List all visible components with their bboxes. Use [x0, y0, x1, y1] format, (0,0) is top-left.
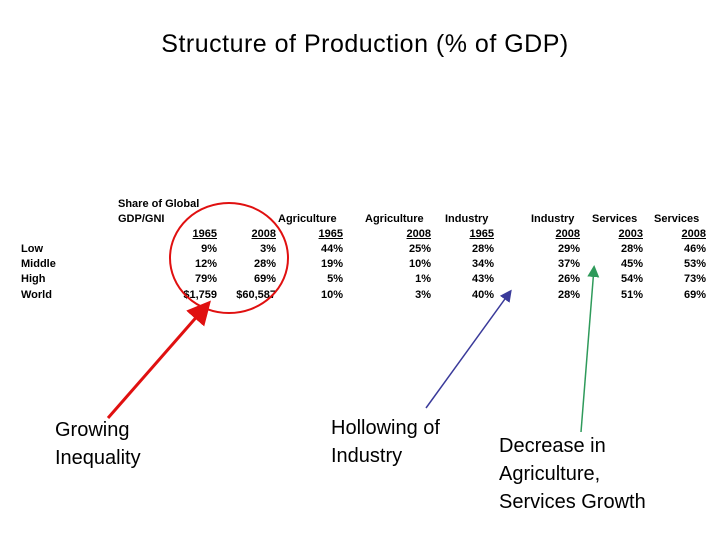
- row-label: High: [21, 273, 46, 285]
- table-cell: 40%: [471, 289, 494, 301]
- table-cell: 3%: [260, 243, 276, 255]
- table-cell: $1,759: [183, 289, 217, 301]
- table-cell: 10%: [408, 258, 431, 270]
- year-header: 1965: [192, 228, 217, 240]
- year-header: 2008: [681, 228, 706, 240]
- table-cell: 19%: [320, 258, 343, 270]
- table-cell: 29%: [557, 243, 580, 255]
- table-cell: 28%: [471, 243, 494, 255]
- table-cell: 45%: [620, 258, 643, 270]
- table-cell: 73%: [683, 273, 706, 285]
- industry-arrow: [425, 289, 512, 409]
- table-cell: 28%: [253, 258, 276, 270]
- table-cell: 37%: [557, 258, 580, 270]
- table-cell: 12%: [194, 258, 217, 270]
- table-cell: 54%: [620, 273, 643, 285]
- table-cell: 44%: [320, 243, 343, 255]
- table-cell: 69%: [683, 289, 706, 301]
- share-header-line1: Share of Global: [118, 198, 200, 210]
- year-header: 2008: [555, 228, 580, 240]
- highlight-circle: [169, 202, 289, 314]
- group-header-services-2008: Services: [654, 213, 700, 225]
- row-label: World: [21, 289, 52, 301]
- year-header: 1965: [318, 228, 343, 240]
- table-cell: 10%: [320, 289, 343, 301]
- table-cell: $60,587: [236, 289, 276, 301]
- table-cell: 28%: [620, 243, 643, 255]
- year-header: 2008: [406, 228, 431, 240]
- table-cell: 51%: [620, 289, 643, 301]
- year-header: 2003: [618, 228, 643, 240]
- inequality-arrow: [106, 300, 211, 419]
- table-cell: 1%: [415, 273, 431, 285]
- table-cell: 79%: [194, 273, 217, 285]
- group-header-agriculture-1965: Agriculture: [278, 213, 337, 225]
- table-cell: 28%: [557, 289, 580, 301]
- agriculture-arrow: [580, 265, 600, 433]
- group-header-agriculture-2008: Agriculture: [365, 213, 424, 225]
- year-header: 2008: [251, 228, 276, 240]
- note-inequality: Growing Inequality: [55, 419, 141, 469]
- table-cell: 5%: [327, 273, 343, 285]
- group-header-services-2003: Services: [592, 213, 638, 225]
- table-cell: 46%: [683, 243, 706, 255]
- slide-title: Structure of Production (% of GDP): [161, 30, 569, 58]
- row-label: Low: [21, 243, 43, 255]
- table-cell: 25%: [408, 243, 431, 255]
- table-cell: 3%: [415, 289, 431, 301]
- table-cell: 26%: [557, 273, 580, 285]
- table-cell: 34%: [471, 258, 494, 270]
- group-header-industry-2008: Industry: [531, 213, 575, 225]
- table-cell: 69%: [253, 273, 276, 285]
- row-label: Middle: [21, 258, 56, 270]
- group-header-industry-1965: Industry: [445, 213, 489, 225]
- note-agriculture: Decrease in Agriculture, Services Growth: [499, 435, 646, 513]
- table-cell: 9%: [201, 243, 217, 255]
- share-header-line2: GDP/GNI: [118, 213, 165, 225]
- table-cell: 53%: [683, 258, 706, 270]
- year-header: 1965: [469, 228, 494, 240]
- note-industry: Hollowing of Industry: [331, 417, 440, 467]
- table-cell: 43%: [471, 273, 494, 285]
